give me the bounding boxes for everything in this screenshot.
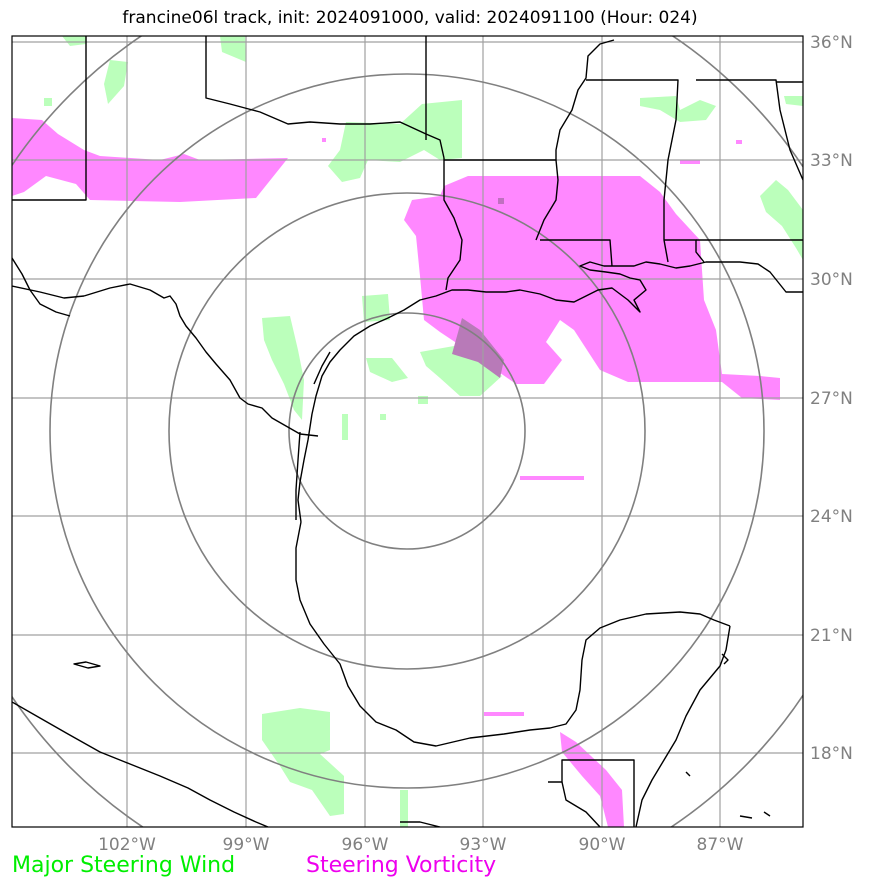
state-border xyxy=(696,79,803,181)
vorticity-region xyxy=(520,476,584,480)
steering-wind-regions xyxy=(44,36,803,827)
wind-region xyxy=(640,96,716,122)
vorticity-region xyxy=(736,140,742,144)
wind-region xyxy=(262,708,344,816)
state-border xyxy=(444,39,615,161)
pacific-island xyxy=(73,661,101,669)
wind-region xyxy=(62,36,86,46)
lon-tick-label: 90°W xyxy=(579,835,626,855)
state-border xyxy=(205,36,445,159)
barrier-island xyxy=(739,815,753,819)
baja-coast xyxy=(12,257,71,317)
lat-tick-label: 33°N xyxy=(810,151,853,171)
wind-region xyxy=(760,180,803,260)
gulf-coast-mexico xyxy=(295,521,731,747)
barrier-island xyxy=(313,351,331,385)
coastlines xyxy=(12,36,803,827)
lat-tick-label: 36°N xyxy=(810,33,853,53)
legend-steering-wind: Major Steering Wind xyxy=(12,853,236,878)
state-border xyxy=(540,239,613,267)
map-frame xyxy=(11,35,804,828)
gulf-coast-north xyxy=(297,261,803,523)
wind-region xyxy=(104,60,128,104)
state-border xyxy=(664,239,705,263)
lat-tick-label: 27°N xyxy=(810,389,853,409)
lon-tick-label: 87°W xyxy=(697,835,744,855)
central-america-border xyxy=(561,781,601,827)
range-ring xyxy=(168,192,646,670)
range-ring xyxy=(288,312,526,550)
longitude-labels: 102°W 99°W 96°W 93°W 90°W 87°W xyxy=(98,835,744,855)
vorticity-region xyxy=(322,138,326,142)
latitude-labels: 36°N 33°N 30°N 27°N 24°N 21°N 18°N xyxy=(810,33,853,764)
barrier-island xyxy=(763,811,771,817)
barrier-island xyxy=(685,771,691,777)
lon-tick-label: 96°W xyxy=(342,835,389,855)
wind-region xyxy=(380,414,386,420)
lat-tick-label: 30°N xyxy=(810,270,853,290)
wind-region xyxy=(400,790,408,827)
steering-vorticity-regions xyxy=(12,118,780,827)
us-mexico-border xyxy=(83,283,319,437)
wind-region xyxy=(44,98,52,106)
pacific-coast-south xyxy=(400,821,441,827)
wind-region xyxy=(262,316,304,420)
central-america-border xyxy=(548,759,635,827)
wind-region xyxy=(418,396,428,404)
state-border xyxy=(443,158,463,291)
lat-tick-label: 18°N xyxy=(810,744,853,764)
overlap-region xyxy=(452,318,504,378)
vorticity-region xyxy=(680,160,700,164)
wind-region xyxy=(220,36,246,62)
barrier-island xyxy=(295,431,301,520)
wind-region xyxy=(784,96,803,106)
vorticity-region xyxy=(404,176,780,400)
vorticity-region xyxy=(560,732,624,827)
state-border xyxy=(12,36,87,201)
wind-region xyxy=(342,414,348,440)
wind-region xyxy=(420,346,502,396)
legend-steering-vorticity: Steering Vorticity xyxy=(306,853,497,878)
lon-tick-label: 93°W xyxy=(460,835,507,855)
lon-tick-label: 99°W xyxy=(223,835,270,855)
lat-tick-label: 21°N xyxy=(810,626,853,646)
lat-tick-label: 24°N xyxy=(810,507,853,527)
graticule xyxy=(12,36,803,827)
range-ring xyxy=(49,73,765,789)
vorticity-region xyxy=(484,712,524,716)
baja-border xyxy=(12,285,85,299)
lon-tick-label: 102°W xyxy=(98,835,156,855)
barrier-island xyxy=(721,653,729,665)
pacific-coast xyxy=(12,701,269,827)
state-border xyxy=(535,159,559,241)
map-title: francine06l track, init: 2024091000, val… xyxy=(122,8,698,28)
wind-region xyxy=(328,100,462,182)
overlap-region xyxy=(498,198,504,204)
wind-region xyxy=(366,358,408,382)
yucatan-east-coast xyxy=(635,625,731,827)
